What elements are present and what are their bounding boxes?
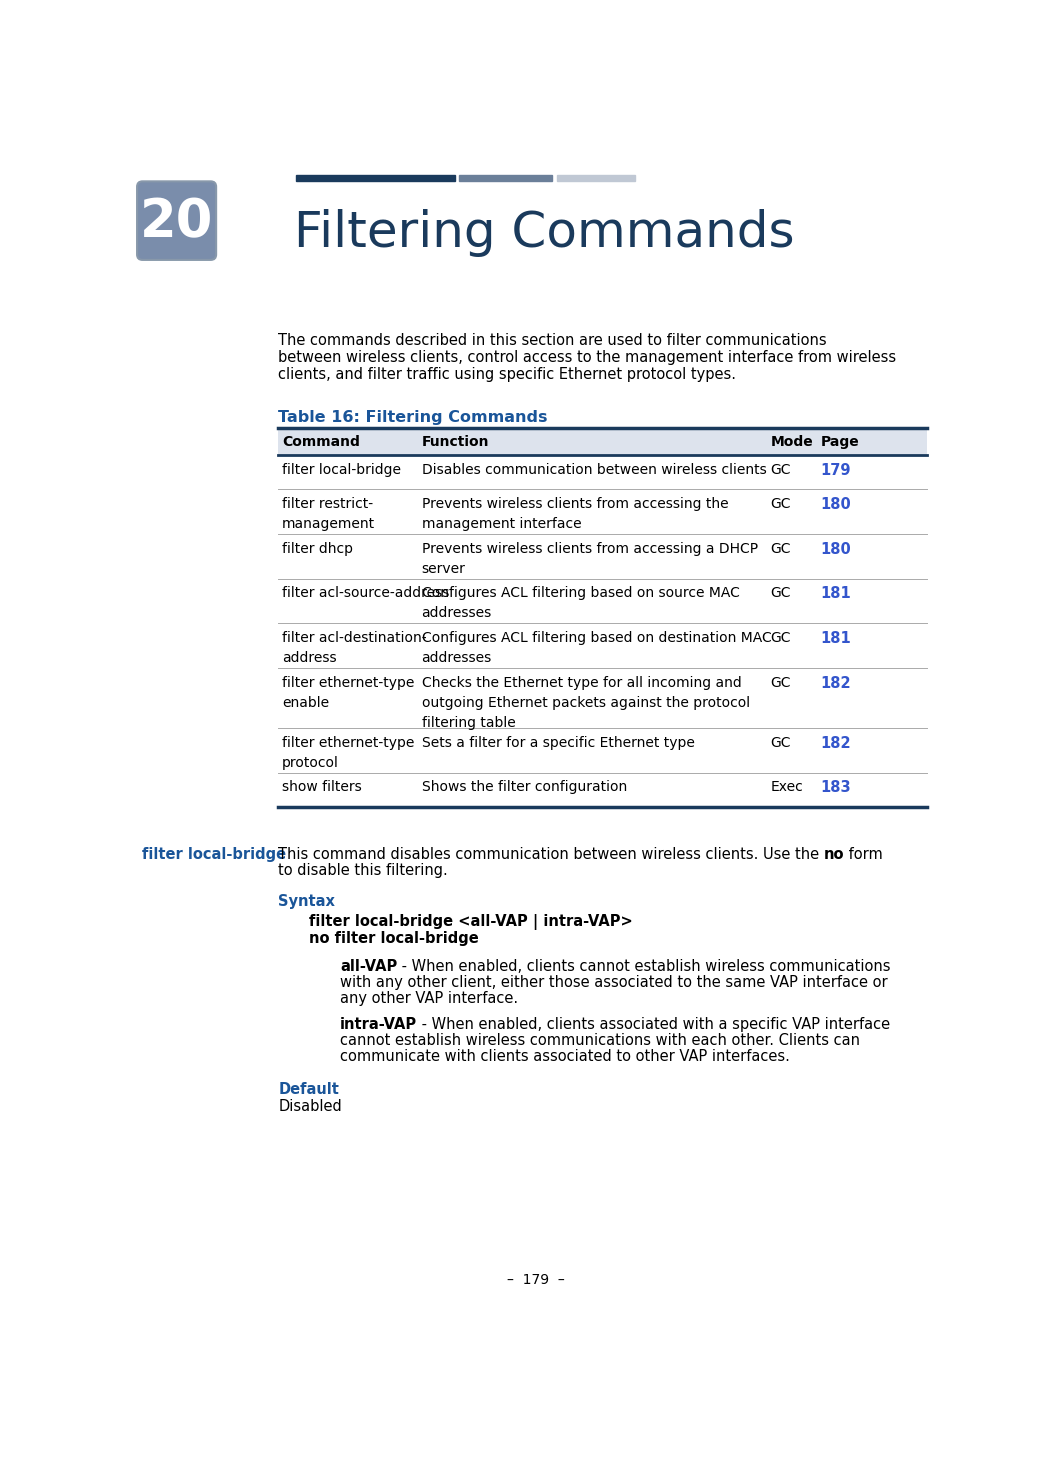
Text: Syntax: Syntax	[279, 895, 335, 910]
Text: 20: 20	[140, 196, 214, 248]
Text: GC: GC	[771, 542, 790, 556]
Text: filter local-bridge <all-VAP | intra-VAP>: filter local-bridge <all-VAP | intra-VAP…	[309, 914, 632, 930]
FancyBboxPatch shape	[137, 181, 216, 260]
Text: –  179  –: – 179 –	[508, 1273, 565, 1288]
Text: no filter local-bridge: no filter local-bridge	[309, 930, 478, 946]
Text: with any other client, either those associated to the same VAP interface or: with any other client, either those asso…	[340, 975, 888, 990]
Text: filter acl-destination-
address: filter acl-destination- address	[282, 631, 426, 666]
Bar	[557, 175, 634, 181]
Text: communicate with clients associated to other VAP interfaces.: communicate with clients associated to o…	[340, 1050, 790, 1064]
Text: filter restrict-
management: filter restrict- management	[282, 496, 375, 531]
Text: filter dhcp: filter dhcp	[282, 542, 353, 556]
Text: Shows the filter configuration: Shows the filter configuration	[422, 781, 627, 794]
Text: 179: 179	[821, 463, 851, 479]
Bar	[279, 428, 927, 456]
Text: Prevents wireless clients from accessing the
management interface: Prevents wireless clients from accessing…	[422, 496, 728, 531]
Text: Exec: Exec	[771, 781, 803, 794]
Text: filter local-bridge: filter local-bridge	[282, 463, 401, 477]
Text: no: no	[824, 847, 844, 861]
Text: GC: GC	[771, 496, 790, 511]
Text: any other VAP interface.: any other VAP interface.	[340, 991, 518, 1006]
Text: GC: GC	[771, 631, 790, 645]
Text: intra-VAP: intra-VAP	[340, 1016, 418, 1032]
Text: 183: 183	[821, 781, 851, 796]
Text: Function: Function	[422, 435, 489, 450]
Text: Configures ACL filtering based on destination MAC
addresses: Configures ACL filtering based on destin…	[422, 631, 772, 666]
Text: GC: GC	[771, 676, 790, 689]
Text: Prevents wireless clients from accessing a DHCP
server: Prevents wireless clients from accessing…	[422, 542, 758, 575]
Text: Configures ACL filtering based on source MAC
addresses: Configures ACL filtering based on source…	[422, 587, 739, 620]
Text: This command disables communication between wireless clients. Use the: This command disables communication betw…	[279, 847, 824, 861]
Text: Default: Default	[279, 1082, 339, 1098]
Text: filter local-bridge: filter local-bridge	[142, 847, 287, 861]
Text: - When enabled, clients associated with a specific VAP interface: - When enabled, clients associated with …	[418, 1016, 890, 1032]
Text: Table 16: Filtering Commands: Table 16: Filtering Commands	[279, 410, 548, 425]
Text: filter ethernet-type
enable: filter ethernet-type enable	[282, 676, 415, 710]
Text: GC: GC	[771, 463, 790, 477]
Text: 182: 182	[821, 676, 851, 691]
Text: to disable this filtering.: to disable this filtering.	[279, 863, 448, 877]
Text: filter acl-source-address: filter acl-source-address	[282, 587, 449, 600]
Text: Sets a filter for a specific Ethernet type: Sets a filter for a specific Ethernet ty…	[422, 736, 694, 750]
Text: Filtering Commands: Filtering Commands	[293, 209, 795, 257]
Text: filter ethernet-type
protocol: filter ethernet-type protocol	[282, 736, 415, 769]
Text: GC: GC	[771, 736, 790, 750]
Text: Command: Command	[282, 435, 360, 450]
Text: Checks the Ethernet type for all incoming and
outgoing Ethernet packets against : Checks the Ethernet type for all incomin…	[422, 676, 750, 730]
Text: The commands described in this section are used to filter communications: The commands described in this section a…	[279, 333, 827, 347]
Text: 181: 181	[821, 631, 851, 645]
Text: Page: Page	[821, 435, 860, 450]
Text: show filters: show filters	[282, 781, 362, 794]
Text: Disables communication between wireless clients: Disables communication between wireless …	[422, 463, 766, 477]
Text: 180: 180	[821, 496, 851, 512]
Text: clients, and filter traffic using specific Ethernet protocol types.: clients, and filter traffic using specif…	[279, 366, 736, 383]
Text: all-VAP: all-VAP	[340, 959, 398, 974]
Text: 180: 180	[821, 542, 851, 556]
Text: form: form	[844, 847, 883, 861]
Text: GC: GC	[771, 587, 790, 600]
Text: 181: 181	[821, 587, 851, 602]
Bar	[460, 175, 553, 181]
Text: between wireless clients, control access to the management interface from wirele: between wireless clients, control access…	[279, 350, 896, 365]
Text: Mode: Mode	[771, 435, 814, 450]
Bar	[296, 175, 454, 181]
Text: 182: 182	[821, 736, 851, 750]
Text: Disabled: Disabled	[279, 1099, 342, 1114]
Text: cannot establish wireless communications with each other. Clients can: cannot establish wireless communications…	[340, 1034, 861, 1048]
Text: - When enabled, clients cannot establish wireless communications: - When enabled, clients cannot establish…	[398, 959, 891, 974]
